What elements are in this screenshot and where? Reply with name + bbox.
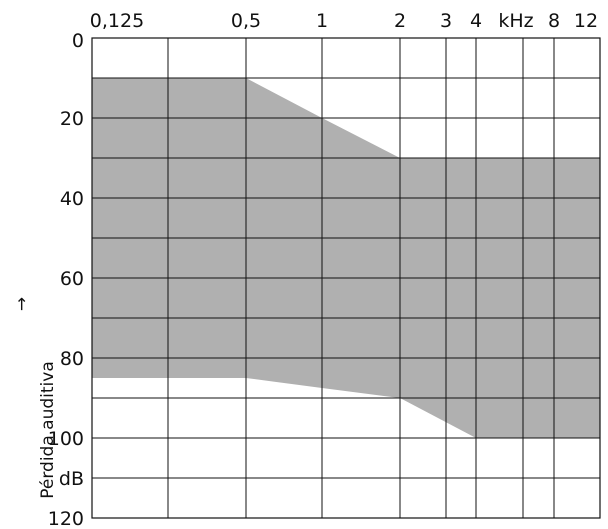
x-tick-label: 4	[470, 10, 482, 32]
y-tick-label: 40	[60, 188, 84, 210]
x-tick-labels: 0,125 0,5 1 2 3 4 kHz 8 12	[90, 10, 598, 32]
y-tick-label: 120	[48, 508, 84, 529]
x-tick-label: 0,125	[90, 10, 144, 32]
x-tick-label: kHz	[498, 10, 533, 32]
y-tick-label: 80	[60, 348, 84, 370]
y-tick-label: 60	[60, 268, 84, 290]
x-tick-label: 2	[394, 10, 406, 32]
y-axis-label: Pérdida auditiva	[38, 361, 58, 499]
plot-frame	[91, 37, 601, 519]
grid-lines	[91, 37, 601, 519]
x-tick-label: 3	[440, 10, 452, 32]
y-tick-label: 100	[48, 428, 84, 450]
x-tick-label: 8	[548, 10, 560, 32]
x-tick-label: 1	[316, 10, 328, 32]
y-tick-label: 0	[72, 30, 84, 52]
y-tick-label: 20	[60, 108, 84, 130]
x-tick-label: 0,5	[231, 10, 261, 32]
hearing-loss-band	[92, 78, 600, 438]
y-tick-labels: 0 20 40 60 80 100 dB 120	[48, 30, 84, 529]
x-tick-label: 12	[574, 10, 598, 32]
y-tick-label: dB	[59, 468, 84, 490]
y-axis-arrow-icon: →	[12, 297, 32, 311]
